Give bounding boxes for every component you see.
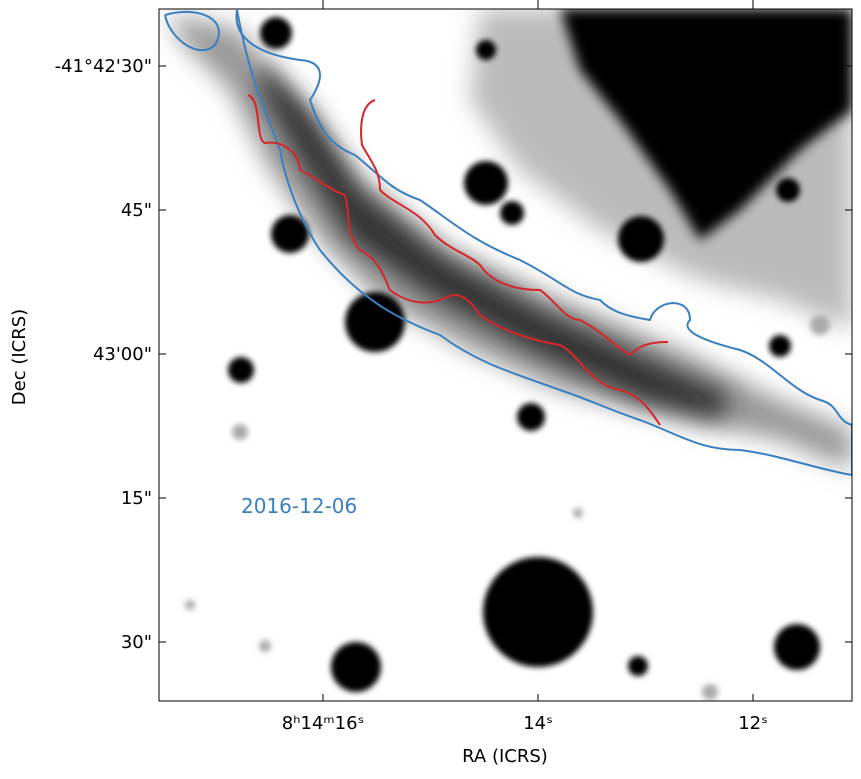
x-axis-label: RA (ICRS) [462,746,548,767]
y-tick-label: 45" [121,200,152,221]
frame [158,8,853,702]
y-tick-label: 30" [121,632,152,653]
image [159,9,852,701]
x-tick-label: 14ˢ [523,713,553,734]
y-tick-label: 43'00" [93,344,152,365]
y-tick-label: -41°42'30" [55,56,152,77]
y-axis-label: Dec (ICRS) [9,309,30,405]
x-tick-label: 8ʰ14ᵐ16ˢ [282,713,364,734]
ticks [159,0,852,701]
annotation: 2016-12-06 [241,494,357,518]
y-tick-label: 15" [121,488,152,509]
x-tick-label: 12ˢ [738,713,768,734]
